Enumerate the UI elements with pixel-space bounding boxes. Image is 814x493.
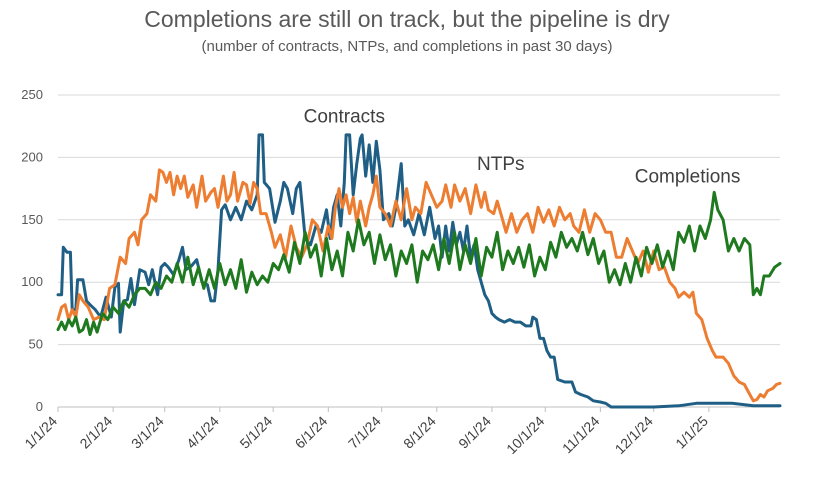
x-tick-label: 5/1/24 [236, 413, 275, 452]
series-line-completions [56, 190, 782, 337]
x-tick-label: 7/1/24 [345, 413, 384, 452]
y-axis-tick-labels: 0 50 100 150 200 250 [21, 87, 43, 414]
chart-subtitle: (number of contracts, NTPs, and completi… [201, 38, 613, 55]
y-tick-label: 250 [21, 87, 43, 102]
series-line-contracts [56, 133, 782, 409]
y-tick-label: 0 [36, 399, 43, 414]
series-lines [56, 133, 782, 409]
y-tick-label: 150 [21, 212, 43, 227]
x-tick-label: 3/1/24 [128, 413, 167, 452]
x-axis: 1/1/24 2/1/24 3/1/24 4/1/24 5/1/24 6/1/24 7/1/… [21, 406, 780, 457]
x-tick-label: 2/1/24 [76, 413, 115, 452]
x-tick-label: 10/1/24 [503, 413, 547, 457]
gridlines [58, 94, 780, 346]
series-labels: Contracts NTPs Completions [304, 106, 741, 187]
series-label-contracts: Contracts [304, 106, 385, 127]
series-label-ntps: NTPs [477, 154, 525, 175]
x-tick-label: 12/1/24 [612, 413, 656, 457]
x-tick-label: 1/1/25 [672, 413, 711, 452]
x-tick-label: 9/1/24 [455, 413, 494, 452]
x-tick-label: 8/1/24 [400, 413, 439, 452]
y-tick-label: 50 [29, 337, 43, 352]
y-tick-label: 200 [21, 149, 43, 164]
x-tick-label: 11/1/24 [559, 413, 603, 457]
series-line-ntps [56, 168, 782, 403]
x-tick-label: 1/1/24 [21, 413, 60, 452]
x-tick-label: 6/1/24 [292, 413, 331, 452]
chart-title: Completions are still on track, but the … [144, 6, 670, 32]
series-label-completions: Completions [635, 166, 741, 187]
x-tick-label: 4/1/24 [183, 413, 222, 452]
y-tick-label: 100 [21, 274, 43, 289]
